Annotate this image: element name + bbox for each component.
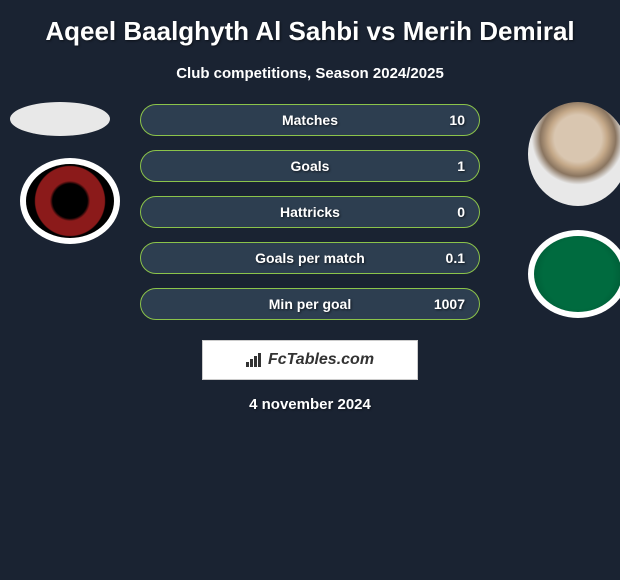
- stat-row-hattricks: Hattricks 0: [140, 196, 480, 228]
- club-left-badge-icon: [20, 158, 120, 244]
- subtitle: Club competitions, Season 2024/2025: [0, 65, 620, 82]
- stat-row-min-per-goal: Min per goal 1007: [140, 288, 480, 320]
- stat-row-goals: Goals 1: [140, 150, 480, 182]
- stat-label: Goals: [291, 158, 330, 174]
- stat-row-goals-per-match: Goals per match 0.1: [140, 242, 480, 274]
- stat-right-value: 1007: [434, 296, 465, 312]
- page-title: Aqeel Baalghyth Al Sahbi vs Merih Demira…: [0, 8, 620, 55]
- stat-right-value: 10: [449, 112, 465, 128]
- brand-text: FcTables.com: [268, 351, 374, 369]
- stat-label: Goals per match: [255, 250, 365, 266]
- demiral-photo-icon: [528, 102, 620, 206]
- stat-right-value: 0: [457, 204, 465, 220]
- stat-label: Matches: [282, 112, 338, 128]
- stats-list: Matches 10 Goals 1 Hattricks 0 Goals per…: [140, 102, 480, 320]
- stat-right-value: 1: [457, 158, 465, 174]
- stat-label: Hattricks: [280, 204, 340, 220]
- date-line: 4 november 2024: [0, 396, 620, 413]
- comparison-area: Matches 10 Goals 1 Hattricks 0 Goals per…: [0, 102, 620, 413]
- al-raed-badge-icon: [20, 158, 120, 244]
- player-right-avatar-icon: [528, 102, 620, 206]
- bar-chart-icon: [246, 353, 264, 367]
- stat-right-value: 0.1: [446, 250, 465, 266]
- comparison-card: Aqeel Baalghyth Al Sahbi vs Merih Demira…: [0, 0, 620, 413]
- stat-label: Min per goal: [269, 296, 351, 312]
- player-left-avatar-icon: [10, 102, 110, 136]
- stat-row-matches: Matches 10: [140, 104, 480, 136]
- al-ahli-badge-icon: [528, 230, 620, 318]
- club-right-badge-icon: [528, 230, 620, 318]
- brand-watermark: FcTables.com: [202, 340, 418, 380]
